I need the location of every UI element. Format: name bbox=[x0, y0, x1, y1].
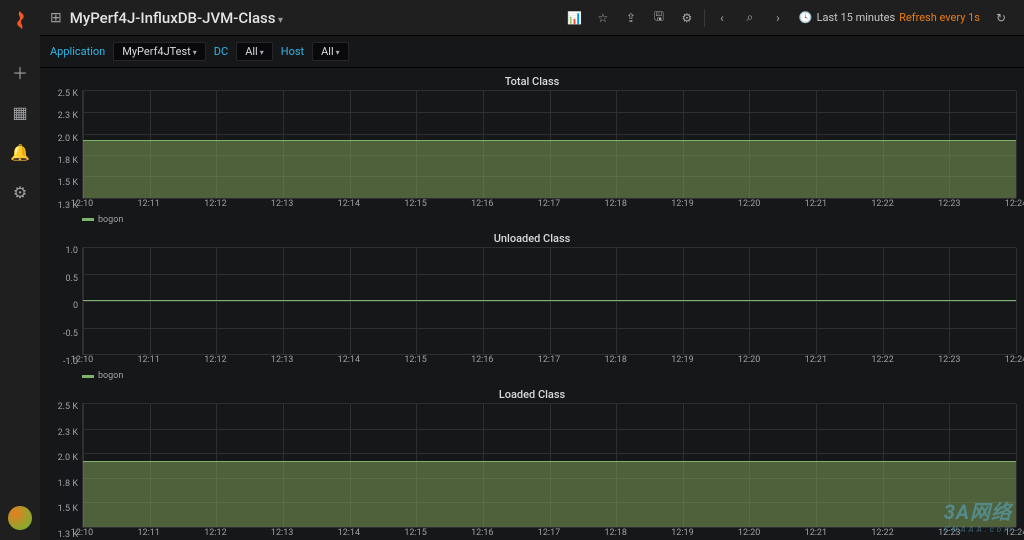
legend[interactable]: bogon bbox=[48, 367, 1016, 383]
series-line bbox=[83, 300, 1016, 301]
alerting-button[interactable]: 🔔 bbox=[6, 138, 34, 166]
time-range-label: Last 15 minutes bbox=[817, 11, 896, 24]
var-label-host: Host bbox=[281, 45, 304, 58]
share-button[interactable]: ⇪ bbox=[618, 5, 644, 31]
var-value-dc[interactable]: All bbox=[236, 42, 273, 61]
zoom-out-button[interactable]: ⌕ bbox=[737, 5, 763, 31]
var-label-dc: DC bbox=[214, 45, 228, 58]
share-icon: ⇪ bbox=[626, 11, 636, 25]
template-variable-row: Application MyPerf4JTest DC All Host All bbox=[40, 36, 1024, 68]
var-value-application[interactable]: MyPerf4JTest bbox=[113, 42, 206, 61]
graph-panel[interactable]: Total Class2.5 K2.3 K2.0 K1.8 K1.5 K1.3 … bbox=[48, 72, 1016, 227]
x-axis: 12:1012:1112:1212:1312:1412:1512:1612:17… bbox=[82, 199, 1016, 211]
top-navbar: ⊞ MyPerf4J-InfluxDB-JVM-Class 📊 ☆ ⇪ 🖫 ⚙ … bbox=[40, 0, 1024, 36]
save-icon: 🖫 bbox=[654, 7, 664, 28]
zoom-icon: ⌕ bbox=[747, 10, 754, 25]
create-button[interactable]: ＋ bbox=[6, 58, 34, 86]
settings-button[interactable]: ⚙ bbox=[674, 5, 700, 31]
config-button[interactable]: ⚙ bbox=[6, 178, 34, 206]
star-icon: ☆ bbox=[597, 11, 608, 25]
save-button[interactable]: 🖫 bbox=[646, 5, 672, 31]
graph-panel[interactable]: Loaded Class2.5 K2.3 K2.0 K1.8 K1.5 K1.3… bbox=[48, 385, 1016, 540]
time-back-button[interactable]: ‹ bbox=[709, 5, 735, 31]
y-axis: 2.5 K2.3 K2.0 K1.8 K1.5 K1.3 K bbox=[48, 403, 82, 540]
series-area bbox=[83, 461, 1016, 527]
plot-area[interactable] bbox=[82, 403, 1016, 528]
x-axis: 12:1012:1112:1212:1312:1412:1512:1612:17… bbox=[82, 355, 1016, 367]
legend-swatch bbox=[82, 218, 94, 221]
time-range-picker[interactable]: 🕓 Last 15 minutes Refresh every 1s bbox=[793, 11, 986, 24]
chevron-left-icon: ‹ bbox=[720, 11, 724, 25]
left-nav-rail: ＋ ▦ 🔔 ⚙ bbox=[0, 0, 40, 540]
legend-label: bogon bbox=[98, 371, 123, 381]
panel-title: Total Class bbox=[48, 72, 1016, 90]
var-label-application: Application bbox=[50, 45, 105, 58]
time-forward-button[interactable]: › bbox=[765, 5, 791, 31]
plot-area[interactable] bbox=[82, 90, 1016, 199]
y-axis: 1.00.50-0.5-1.0 bbox=[48, 247, 82, 368]
grafana-logo-icon[interactable] bbox=[6, 6, 34, 34]
plus-icon: ＋ bbox=[12, 60, 28, 84]
user-avatar[interactable] bbox=[8, 506, 32, 530]
graph-icon: 📊 bbox=[567, 11, 582, 25]
dashboard-title-dropdown[interactable]: MyPerf4J-InfluxDB-JVM-Class bbox=[70, 9, 283, 27]
panel-title: Unloaded Class bbox=[48, 229, 1016, 247]
add-panel-button[interactable]: 📊 bbox=[562, 5, 588, 31]
dashboard-icon: ⊞ bbox=[50, 10, 62, 26]
y-axis: 2.5 K2.3 K2.0 K1.8 K1.5 K1.3 K bbox=[48, 90, 82, 211]
series-area bbox=[83, 140, 1016, 198]
var-value-host[interactable]: All bbox=[312, 42, 349, 61]
legend-label: bogon bbox=[98, 215, 123, 225]
legend[interactable]: bogon bbox=[48, 211, 1016, 227]
gear-icon: ⚙ bbox=[13, 183, 27, 202]
star-button[interactable]: ☆ bbox=[590, 5, 616, 31]
refresh-icon: ↻ bbox=[996, 11, 1006, 25]
chevron-right-icon: › bbox=[776, 11, 780, 25]
legend-swatch bbox=[82, 375, 94, 378]
panels-icon: ▦ bbox=[12, 103, 27, 122]
dashboards-button[interactable]: ▦ bbox=[6, 98, 34, 126]
settings-icon: ⚙ bbox=[681, 11, 692, 25]
panel-title: Loaded Class bbox=[48, 385, 1016, 403]
plot-area[interactable] bbox=[82, 247, 1016, 356]
refresh-interval-label: Refresh every 1s bbox=[899, 11, 980, 24]
clock-icon: 🕓 bbox=[799, 11, 813, 24]
refresh-button[interactable]: ↻ bbox=[988, 5, 1014, 31]
panels-container: Total Class2.5 K2.3 K2.0 K1.8 K1.5 K1.3 … bbox=[40, 68, 1024, 540]
bell-icon: 🔔 bbox=[10, 143, 30, 162]
graph-panel[interactable]: Unloaded Class1.00.50-0.5-1.012:1012:111… bbox=[48, 229, 1016, 384]
x-axis: 12:1012:1112:1212:1312:1412:1512:1612:17… bbox=[82, 528, 1016, 540]
